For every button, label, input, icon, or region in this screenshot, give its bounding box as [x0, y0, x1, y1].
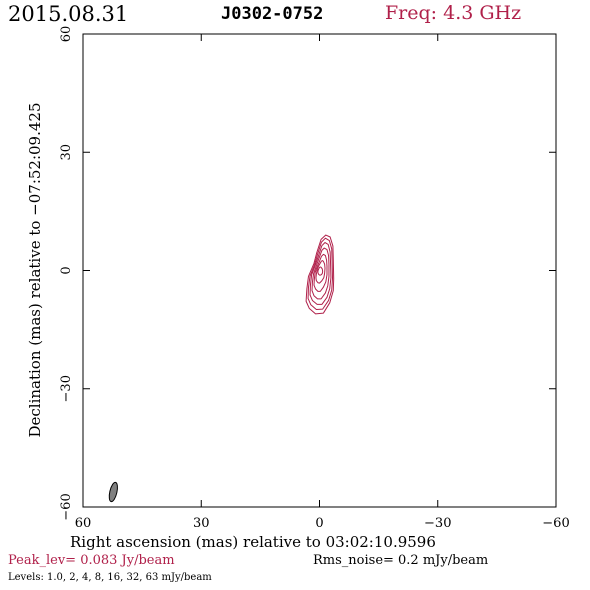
- source-name: J0302-0752: [221, 4, 324, 24]
- x-axis-label: Right ascension (mas) relative to 03:02:…: [70, 533, 436, 551]
- contour-levels: Levels: 1.0, 2, 4, 8, 16, 32, 63 mJy/bea…: [8, 572, 212, 583]
- contour-line: [305, 234, 335, 315]
- beam-ellipse: [108, 481, 118, 503]
- tick-labels: 60 30 0 −30 −60 −60 −30 0 30 60: [59, 26, 570, 531]
- contour-line: [309, 242, 332, 305]
- y-tick-label: −30: [59, 375, 74, 402]
- contour-line: [315, 260, 326, 284]
- x-tick-label: −30: [424, 516, 451, 531]
- plot-frame: [82, 33, 557, 508]
- contour-line: [313, 253, 328, 292]
- contour-line: [307, 237, 334, 311]
- x-tick-label: −60: [542, 516, 569, 531]
- peak-level: Peak_lev= 0.083 Jy/beam: [8, 553, 175, 568]
- tick-marks: [82, 33, 557, 508]
- y-tick-label: 0: [59, 266, 74, 274]
- y-tick-label: −60: [59, 493, 74, 520]
- x-tick-label: 0: [315, 516, 323, 531]
- contour-line: [311, 247, 330, 300]
- y-axis-label: Declination (mas) relative to −07:52:09.…: [26, 102, 44, 437]
- rms-noise: Rms_noise= 0.2 mJy/beam: [313, 553, 489, 568]
- contour-line: [317, 266, 324, 276]
- x-tick-label: 30: [193, 516, 210, 531]
- x-tick-label: 60: [75, 516, 92, 531]
- date-label: 2015.08.31: [8, 2, 129, 26]
- contour-group: [305, 234, 335, 315]
- y-tick-label: 60: [59, 26, 74, 43]
- frequency-label: Freq: 4.3 GHz: [385, 2, 522, 24]
- y-tick-label: 30: [59, 144, 74, 161]
